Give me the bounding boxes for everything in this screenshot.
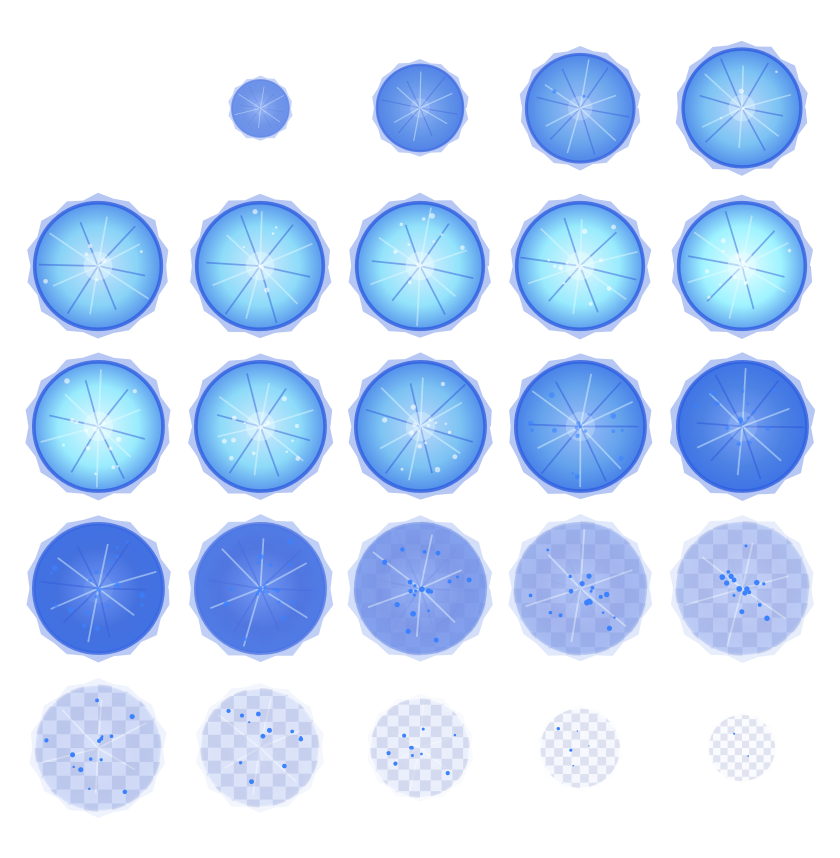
energy-orb-frame	[507, 352, 654, 500]
energy-orb-frame	[195, 683, 325, 813]
energy-orb-icon	[347, 351, 493, 500]
energy-orb-frame	[366, 694, 474, 802]
energy-orb-icon	[540, 708, 620, 788]
energy-orb-frame	[346, 514, 494, 662]
energy-orb-icon	[372, 58, 469, 157]
energy-orb-frame	[669, 514, 816, 663]
energy-orb-icon	[669, 514, 814, 663]
energy-orb-icon	[519, 45, 641, 171]
energy-orb-frame	[24, 352, 172, 501]
energy-orb-icon	[187, 353, 333, 500]
energy-orb-icon	[346, 514, 493, 662]
energy-orb-frame	[187, 353, 334, 500]
energy-orb-frame	[26, 192, 170, 339]
energy-orb-frame	[347, 351, 494, 500]
energy-orb-icon	[669, 351, 815, 501]
energy-orb-icon	[24, 352, 171, 501]
energy-orb-icon	[187, 513, 333, 662]
energy-orb-icon	[27, 192, 169, 339]
energy-orb-frame	[371, 58, 469, 157]
energy-orb-frame	[187, 513, 334, 662]
energy-orb-frame	[670, 194, 814, 340]
energy-orb-frame	[507, 513, 654, 662]
energy-orb-frame	[669, 351, 816, 501]
energy-orb-frame	[348, 192, 492, 338]
energy-orb-frame	[29, 677, 167, 818]
energy-orb-icon	[196, 683, 325, 813]
energy-orb-icon	[29, 677, 167, 818]
energy-orb-icon	[227, 75, 293, 141]
energy-orb-frame	[188, 193, 332, 339]
energy-orb-icon	[675, 40, 808, 176]
energy-orb-icon	[348, 192, 491, 338]
energy-orb-frame	[508, 193, 652, 340]
energy-orb-icon	[708, 714, 776, 782]
energy-orb-icon	[508, 352, 652, 499]
energy-orb-icon	[26, 514, 171, 663]
energy-orb-frame	[706, 712, 778, 784]
energy-orb-frame	[227, 75, 293, 141]
energy-orb-icon	[370, 698, 470, 798]
energy-orb-icon	[509, 193, 652, 340]
energy-orb-frame	[519, 45, 641, 171]
energy-orb-frame	[537, 705, 623, 791]
energy-orb-icon	[190, 193, 332, 339]
energy-orb-icon	[671, 194, 814, 340]
energy-orb-icon	[507, 513, 652, 661]
energy-orb-frame	[25, 514, 172, 663]
energy-orb-frame	[675, 40, 809, 176]
